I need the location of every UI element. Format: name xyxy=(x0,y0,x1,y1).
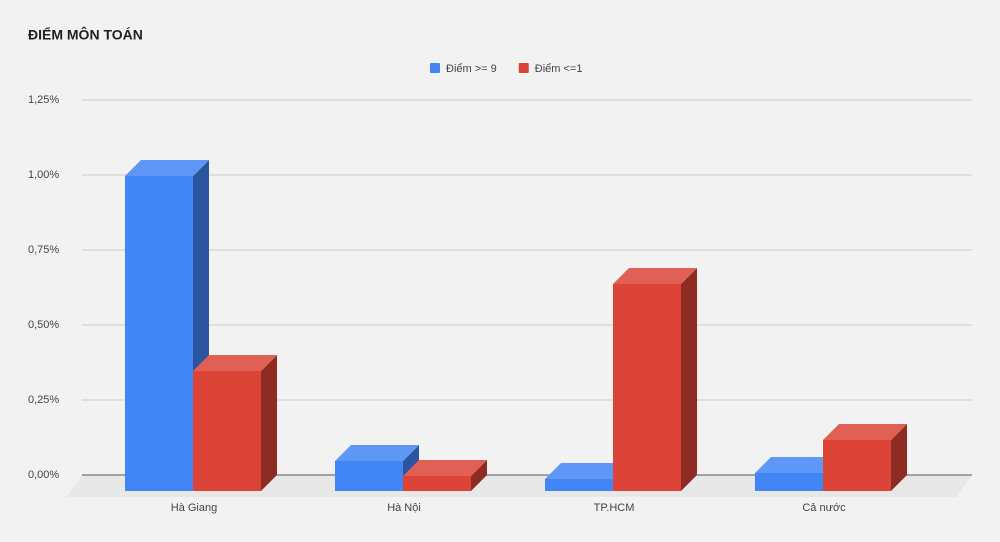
bar-top xyxy=(823,424,907,440)
legend-label: Điểm >= 9 xyxy=(446,63,497,75)
bar xyxy=(403,476,471,491)
bar-side xyxy=(681,268,697,491)
y-tick-label: 0,75% xyxy=(28,244,59,256)
bar-top xyxy=(193,355,277,371)
legend-swatch xyxy=(430,63,440,73)
y-tick-label: 1,25% xyxy=(28,94,59,106)
bar xyxy=(335,461,403,491)
bar-top xyxy=(755,457,839,473)
bar-top xyxy=(335,445,419,461)
y-tick-label: 0,50% xyxy=(28,319,59,331)
bar-top xyxy=(613,268,697,284)
bar-side xyxy=(891,424,907,491)
bar xyxy=(193,371,261,491)
y-tick-label: 0,00% xyxy=(28,469,59,481)
x-tick-label: Hà Giang xyxy=(171,502,217,514)
bar xyxy=(613,284,681,491)
chart-title: ĐIỂM MÔN TOÁN xyxy=(28,26,143,43)
x-tick-label: TP.HCM xyxy=(594,502,635,514)
bar-side xyxy=(261,355,277,491)
x-tick-label: Cả nước xyxy=(802,502,846,514)
bar xyxy=(125,176,193,491)
bar-top xyxy=(403,460,487,476)
bar xyxy=(823,440,891,491)
bar xyxy=(545,479,613,491)
bar-top xyxy=(545,463,629,479)
legend-swatch xyxy=(518,63,529,73)
bar xyxy=(755,473,823,491)
bar-top xyxy=(125,160,209,176)
bar-side xyxy=(471,460,487,491)
legend-label: Điểm <=1 xyxy=(535,63,583,75)
x-tick-label: Hà Nội xyxy=(387,502,421,514)
floor xyxy=(66,475,972,497)
y-tick-label: 1,00% xyxy=(28,169,59,181)
y-tick-label: 0,25% xyxy=(28,394,59,406)
